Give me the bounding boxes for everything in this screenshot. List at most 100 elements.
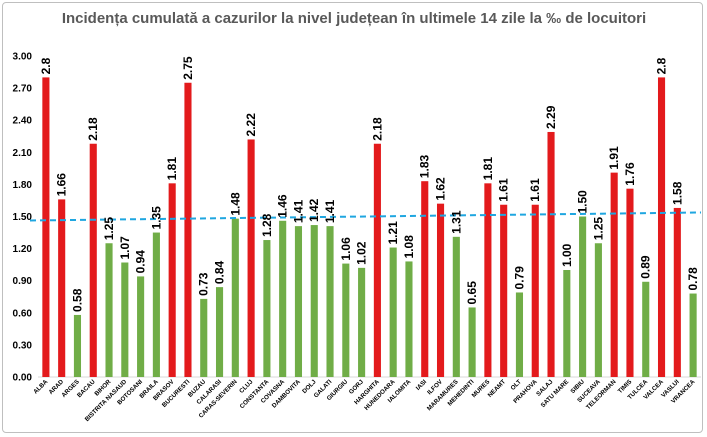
bar (73, 314, 82, 377)
data-label: 1.91 (607, 146, 621, 170)
y-tick-label: 1.20 (13, 244, 33, 255)
bar (231, 218, 239, 377)
data-label: 1.28 (260, 213, 274, 237)
bar (152, 232, 160, 377)
bar (531, 204, 539, 377)
y-tick-label: 1.50 (13, 212, 33, 223)
bar (89, 143, 97, 377)
bar (247, 139, 255, 377)
data-label: 1.58 (670, 181, 684, 205)
data-label: 0.79 (512, 266, 526, 290)
y-tick-label: 0.00 (13, 373, 33, 384)
bar (436, 203, 445, 377)
y-tick-label: 2.40 (13, 116, 33, 127)
data-label: 2.75 (181, 56, 195, 80)
data-label: 1.48 (228, 192, 242, 216)
bar (547, 131, 555, 377)
bar (405, 261, 413, 377)
data-label: 1.81 (165, 157, 179, 181)
data-label: 2.22 (244, 113, 258, 137)
bar (579, 216, 587, 377)
data-label: 1.25 (591, 217, 605, 241)
data-label: 0.89 (639, 255, 653, 279)
y-axis: 0.00 0.30 0.60 0.90 1.20 1.50 1.80 2.10 2.40 2.70… (13, 52, 701, 384)
data-label: 1.08 (402, 235, 416, 259)
data-label: 2.8 (39, 57, 53, 74)
data-label: 1.76 (623, 162, 637, 186)
bar (137, 276, 145, 377)
y-tick-label: 1.80 (13, 180, 33, 191)
y-tick-label: 2.70 (13, 84, 33, 95)
bar (358, 267, 366, 377)
bar (389, 247, 397, 377)
data-label: 1.41 (323, 199, 337, 223)
data-label: 1.02 (355, 241, 369, 265)
y-tick-label: 2.10 (13, 148, 33, 159)
bar (121, 262, 129, 377)
bar (673, 207, 681, 377)
bar (484, 183, 492, 377)
data-label: 2.29 (544, 105, 558, 129)
bar (452, 236, 460, 377)
data-label: 0.58 (70, 288, 84, 312)
data-label: 0.73 (197, 272, 211, 296)
data-label: 2.18 (86, 117, 100, 141)
data-label: 1.25 (102, 217, 116, 241)
x-tick-label: NEAMT (487, 378, 508, 399)
chart-title: Incidența cumulată a cazurilor la nivel … (62, 10, 646, 27)
data-label: 0.65 (465, 281, 479, 305)
bar (689, 293, 697, 377)
bar (58, 199, 66, 377)
bar (42, 77, 50, 378)
data-label: 0.78 (686, 267, 700, 291)
data-label: 1.41 (291, 199, 305, 223)
bar (263, 240, 271, 377)
bar (326, 226, 334, 377)
x-tick-label: BACAU (76, 378, 97, 399)
data-label: 1.46 (276, 194, 290, 218)
data-label: 1.00 (560, 243, 574, 267)
data-label: 1.50 (576, 190, 590, 214)
bar (515, 292, 524, 377)
data-label: 1.35 (149, 206, 163, 230)
bar (184, 82, 192, 377)
bar (105, 243, 113, 377)
data-label: 2.8 (655, 57, 669, 74)
data-label: 1.07 (118, 236, 132, 260)
bar (200, 298, 208, 377)
bar (642, 281, 650, 377)
threshold-dashed-line (29, 211, 702, 222)
bar (310, 225, 318, 377)
bar (563, 270, 571, 377)
bar (294, 226, 303, 377)
bar (468, 307, 476, 377)
data-label: 2.18 (370, 117, 384, 141)
data-label: 1.06 (339, 237, 353, 261)
bar (342, 263, 350, 377)
bar (279, 220, 287, 377)
y-tick-label: 0.60 (13, 308, 33, 319)
y-tick-label: 0.90 (13, 276, 33, 287)
bar (657, 77, 666, 378)
threshold-line (29, 211, 702, 222)
data-label: 1.81 (481, 157, 495, 181)
bar (626, 188, 634, 377)
bar (610, 172, 618, 377)
bar (215, 287, 224, 377)
data-label: 1.83 (418, 155, 432, 179)
bar (373, 143, 381, 377)
data-label: 1.31 (449, 210, 463, 234)
data-label: 0.94 (134, 250, 148, 274)
data-label: 1.62 (434, 177, 448, 201)
y-tick-label: 0.30 (13, 340, 33, 351)
bars (42, 77, 697, 378)
data-label: 1.66 (55, 173, 69, 197)
bar (594, 243, 602, 377)
x-tick-label: ALBA (32, 378, 49, 395)
data-label: 1.61 (497, 178, 511, 202)
bar (168, 183, 176, 377)
data-label: 1.42 (307, 198, 321, 222)
data-label: 1.61 (528, 178, 542, 202)
bar (500, 204, 508, 377)
